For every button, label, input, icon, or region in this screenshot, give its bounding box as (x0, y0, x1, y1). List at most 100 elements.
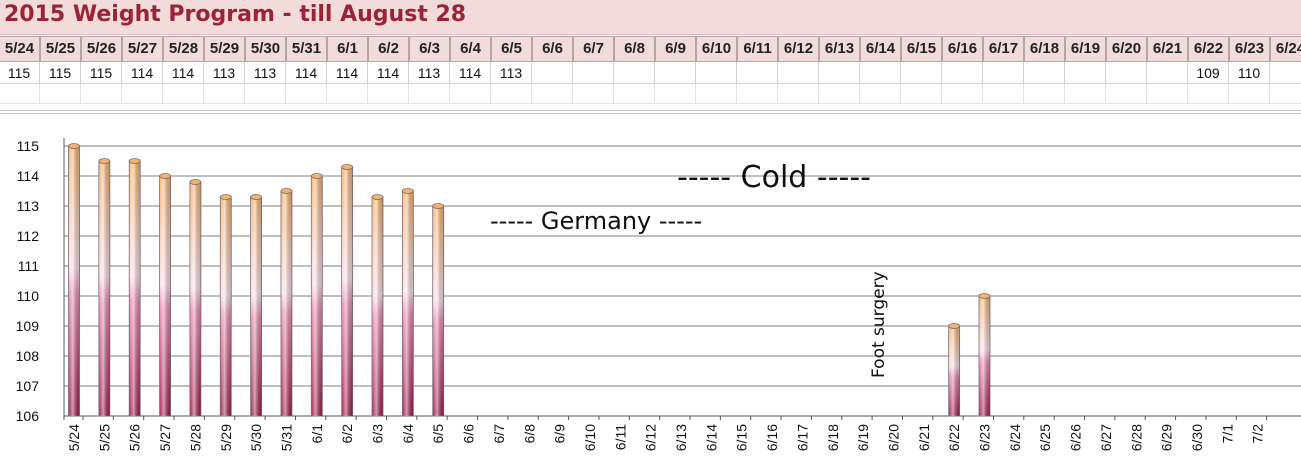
blank-cell[interactable] (614, 84, 655, 104)
blank-cell[interactable] (1024, 84, 1065, 104)
date-header-cell[interactable]: 6/3 (409, 36, 450, 62)
blank-cell[interactable] (0, 84, 40, 104)
date-header-cell[interactable]: 6/19 (1065, 36, 1106, 62)
weight-cell[interactable] (901, 62, 942, 84)
weight-cell[interactable]: 114 (327, 62, 368, 84)
blank-cell[interactable] (245, 84, 286, 104)
date-header-cell[interactable]: 5/31 (286, 36, 327, 62)
date-header-cell[interactable]: 5/29 (204, 36, 245, 62)
date-header-cell[interactable]: 5/30 (245, 36, 286, 62)
date-header-cell[interactable]: 6/8 (614, 36, 655, 62)
date-header-cell[interactable]: 5/24 (0, 36, 40, 62)
weight-cell[interactable] (860, 62, 901, 84)
weight-cell[interactable] (983, 62, 1024, 84)
blank-cell[interactable] (1065, 84, 1106, 104)
blank-cell[interactable] (901, 84, 942, 104)
date-header-cell[interactable]: 6/16 (942, 36, 983, 62)
date-header-cell[interactable]: 6/24 (1270, 36, 1301, 62)
weight-cell[interactable]: 115 (0, 62, 40, 84)
blank-cell[interactable] (778, 84, 819, 104)
weight-cell[interactable]: 113 (409, 62, 450, 84)
weight-cell[interactable]: 113 (491, 62, 532, 84)
weight-cell[interactable] (1270, 62, 1301, 84)
weight-cell[interactable] (614, 62, 655, 84)
blank-cell[interactable] (532, 84, 573, 104)
date-header-cell[interactable]: 6/15 (901, 36, 942, 62)
weight-cell[interactable]: 114 (450, 62, 491, 84)
blank-cell[interactable] (1188, 84, 1229, 104)
blank-cell[interactable] (204, 84, 245, 104)
blank-cell[interactable] (491, 84, 532, 104)
weight-cell[interactable]: 113 (245, 62, 286, 84)
blank-cell[interactable] (860, 84, 901, 104)
blank-cell[interactable] (122, 84, 163, 104)
bar (978, 293, 991, 417)
weight-cell[interactable]: 114 (286, 62, 327, 84)
blank-cell[interactable] (368, 84, 409, 104)
weight-cell[interactable]: 109 (1188, 62, 1229, 84)
date-header-cell[interactable]: 6/5 (491, 36, 532, 62)
blank-cell[interactable] (655, 84, 696, 104)
date-header-cell[interactable]: 6/18 (1024, 36, 1065, 62)
weight-cell[interactable]: 113 (204, 62, 245, 84)
weight-cell[interactable]: 114 (368, 62, 409, 84)
date-header-cell[interactable]: 6/23 (1229, 36, 1270, 62)
blank-cell[interactable] (409, 84, 450, 104)
weight-cell[interactable]: 114 (122, 62, 163, 84)
weight-cell[interactable] (1024, 62, 1065, 84)
weight-cell[interactable]: 115 (40, 62, 81, 84)
blank-cell[interactable] (40, 84, 81, 104)
date-header-cell[interactable]: 5/26 (81, 36, 122, 62)
blank-cell[interactable] (737, 84, 778, 104)
blank-cell[interactable] (327, 84, 368, 104)
weight-cell[interactable] (778, 62, 819, 84)
blank-cell[interactable] (286, 84, 327, 104)
weight-cell[interactable] (1065, 62, 1106, 84)
bar-shine (250, 197, 262, 416)
weight-cell[interactable] (819, 62, 860, 84)
weight-cell[interactable]: 110 (1229, 62, 1270, 84)
weight-cell[interactable]: 115 (81, 62, 122, 84)
blank-spreadsheet-row (0, 84, 1301, 104)
date-header-cell[interactable]: 6/7 (573, 36, 614, 62)
date-header-cell[interactable]: 6/22 (1188, 36, 1229, 62)
blank-cell[interactable] (1270, 84, 1301, 104)
date-header-cell[interactable]: 6/13 (819, 36, 860, 62)
weight-cell[interactable] (1106, 62, 1147, 84)
blank-cell[interactable] (1106, 84, 1147, 104)
date-header-cell[interactable]: 6/21 (1147, 36, 1188, 62)
weight-cell[interactable] (696, 62, 737, 84)
date-header-cell[interactable]: 5/27 (122, 36, 163, 62)
blank-cell[interactable] (81, 84, 122, 104)
blank-cell[interactable] (163, 84, 204, 104)
weight-cell[interactable]: 114 (163, 62, 204, 84)
date-header-cell[interactable]: 5/28 (163, 36, 204, 62)
date-header-cell[interactable]: 6/17 (983, 36, 1024, 62)
date-header-cell[interactable]: 6/20 (1106, 36, 1147, 62)
blank-cell[interactable] (573, 84, 614, 104)
blank-cell[interactable] (819, 84, 860, 104)
weight-cell[interactable] (573, 62, 614, 84)
weight-cell[interactable] (532, 62, 573, 84)
date-header-cell[interactable]: 6/10 (696, 36, 737, 62)
date-header-cell[interactable]: 6/4 (450, 36, 491, 62)
date-header-cell[interactable]: 6/6 (532, 36, 573, 62)
weight-cell[interactable] (655, 62, 696, 84)
weight-cell[interactable] (1147, 62, 1188, 84)
date-header-cell[interactable]: 6/12 (778, 36, 819, 62)
date-header-cell[interactable]: 6/1 (327, 36, 368, 62)
blank-cell[interactable] (983, 84, 1024, 104)
date-header-cell[interactable]: 6/9 (655, 36, 696, 62)
weight-cell[interactable] (737, 62, 778, 84)
date-header-cell[interactable]: 6/14 (860, 36, 901, 62)
blank-cell[interactable] (1229, 84, 1270, 104)
date-header-cell[interactable]: 6/11 (737, 36, 778, 62)
x-tick-label: 6/6 (461, 424, 477, 444)
date-header-cell[interactable]: 5/25 (40, 36, 81, 62)
weight-cell[interactable] (942, 62, 983, 84)
blank-cell[interactable] (450, 84, 491, 104)
date-header-cell[interactable]: 6/2 (368, 36, 409, 62)
blank-cell[interactable] (1147, 84, 1188, 104)
blank-cell[interactable] (696, 84, 737, 104)
blank-cell[interactable] (942, 84, 983, 104)
